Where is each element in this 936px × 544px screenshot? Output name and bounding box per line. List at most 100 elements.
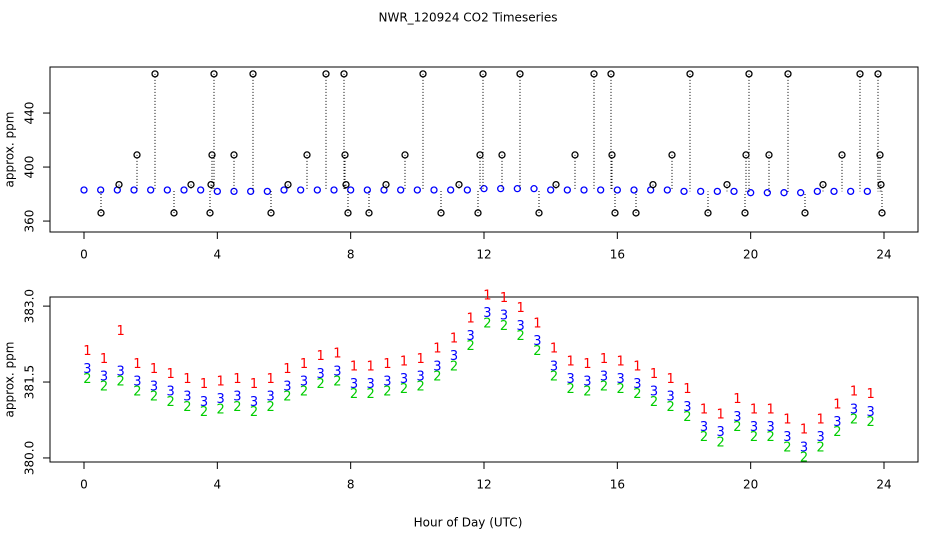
point-marker: 1 <box>567 354 575 369</box>
point-marker: 3 <box>783 430 791 445</box>
point-marker: 1 <box>400 354 408 369</box>
point <box>247 187 255 196</box>
point-marker: 1 <box>133 357 141 372</box>
point-marker: 3 <box>267 390 275 405</box>
point-marker: 1 <box>433 342 441 357</box>
point-marker: 3 <box>450 349 458 364</box>
point-marker: 2 <box>833 425 841 440</box>
point <box>747 189 755 197</box>
point <box>686 70 694 78</box>
point-marker: 2 <box>367 387 375 402</box>
point-marker: 2 <box>783 440 791 455</box>
point-marker: 1 <box>300 357 308 372</box>
point-marker: 3 <box>350 377 358 392</box>
point-marker: 2 <box>450 359 458 374</box>
point <box>763 189 771 197</box>
point-marker: 3 <box>233 390 241 405</box>
point-marker: 3 <box>717 425 725 440</box>
point-marker: 2 <box>650 395 658 410</box>
point <box>608 151 616 159</box>
point <box>313 186 321 194</box>
point-marker: 1 <box>233 372 241 387</box>
point <box>382 180 390 189</box>
point <box>801 209 809 217</box>
point <box>97 186 105 194</box>
x-tick-label: 4 <box>214 248 222 262</box>
y-tick-label: 383.0 <box>23 289 37 323</box>
point <box>878 209 886 217</box>
point <box>876 151 884 159</box>
point <box>97 209 105 217</box>
point-marker: 3 <box>150 380 158 395</box>
point-marker: 3 <box>400 372 408 387</box>
point <box>208 151 216 159</box>
point-marker: 1 <box>867 387 875 402</box>
x-tick-label: 8 <box>347 478 355 492</box>
point <box>180 186 188 194</box>
point <box>680 187 688 196</box>
point-marker: 2 <box>200 405 208 420</box>
point-marker: 3 <box>300 375 308 390</box>
point-marker: 1 <box>550 342 558 357</box>
point-marker: 1 <box>183 372 191 387</box>
y-tick-label: 360 <box>23 210 37 233</box>
point-marker: 3 <box>117 364 125 379</box>
point <box>607 70 615 78</box>
point-marker: 2 <box>350 387 358 402</box>
point <box>280 186 288 194</box>
point <box>571 151 579 159</box>
point-marker: 1 <box>250 377 258 392</box>
point <box>580 186 588 194</box>
y-axis-label: approx. ppm <box>3 342 17 418</box>
point <box>413 186 421 194</box>
point <box>535 209 543 217</box>
point-marker: 3 <box>183 390 191 405</box>
point-marker: 1 <box>767 402 775 417</box>
point <box>745 70 753 78</box>
x-tick-label: 16 <box>610 478 625 492</box>
point-marker: 3 <box>200 395 208 410</box>
point-marker: 1 <box>367 359 375 374</box>
x-tick-label: 20 <box>743 248 758 262</box>
point-marker: 3 <box>583 375 591 390</box>
point <box>563 186 571 194</box>
point-marker: 3 <box>650 385 658 400</box>
point <box>401 151 409 159</box>
point-marker: 1 <box>450 332 458 347</box>
point <box>474 209 482 217</box>
point-marker: 3 <box>833 415 841 430</box>
point <box>838 151 846 159</box>
point-marker: 3 <box>667 390 675 405</box>
point-marker: 1 <box>217 375 225 390</box>
point <box>363 186 371 194</box>
x-tick-label: 12 <box>476 248 491 262</box>
point-marker: 3 <box>383 375 391 390</box>
point <box>498 151 506 159</box>
point <box>344 209 352 217</box>
point <box>263 187 271 196</box>
point <box>455 180 463 189</box>
point <box>397 186 405 194</box>
point-marker: 1 <box>200 377 208 392</box>
point <box>697 187 705 196</box>
point-marker: 1 <box>817 412 825 427</box>
point-marker: 2 <box>567 382 575 397</box>
point-marker: 1 <box>617 354 625 369</box>
point-marker: 3 <box>167 385 175 400</box>
point-marker: 3 <box>133 375 141 390</box>
point-marker: 1 <box>833 397 841 412</box>
x-tick-label: 8 <box>347 248 355 262</box>
point-marker: 2 <box>617 382 625 397</box>
point-marker: 1 <box>850 385 858 400</box>
point <box>632 209 640 217</box>
x-tick-label: 20 <box>743 478 758 492</box>
point-marker: 2 <box>117 375 125 390</box>
point-marker: 3 <box>217 392 225 407</box>
point <box>210 70 218 78</box>
point-marker: 1 <box>700 402 708 417</box>
point-marker: 2 <box>183 400 191 415</box>
point <box>704 209 712 217</box>
point-marker: 2 <box>283 390 291 405</box>
point <box>723 180 731 189</box>
point-marker: 1 <box>150 362 158 377</box>
